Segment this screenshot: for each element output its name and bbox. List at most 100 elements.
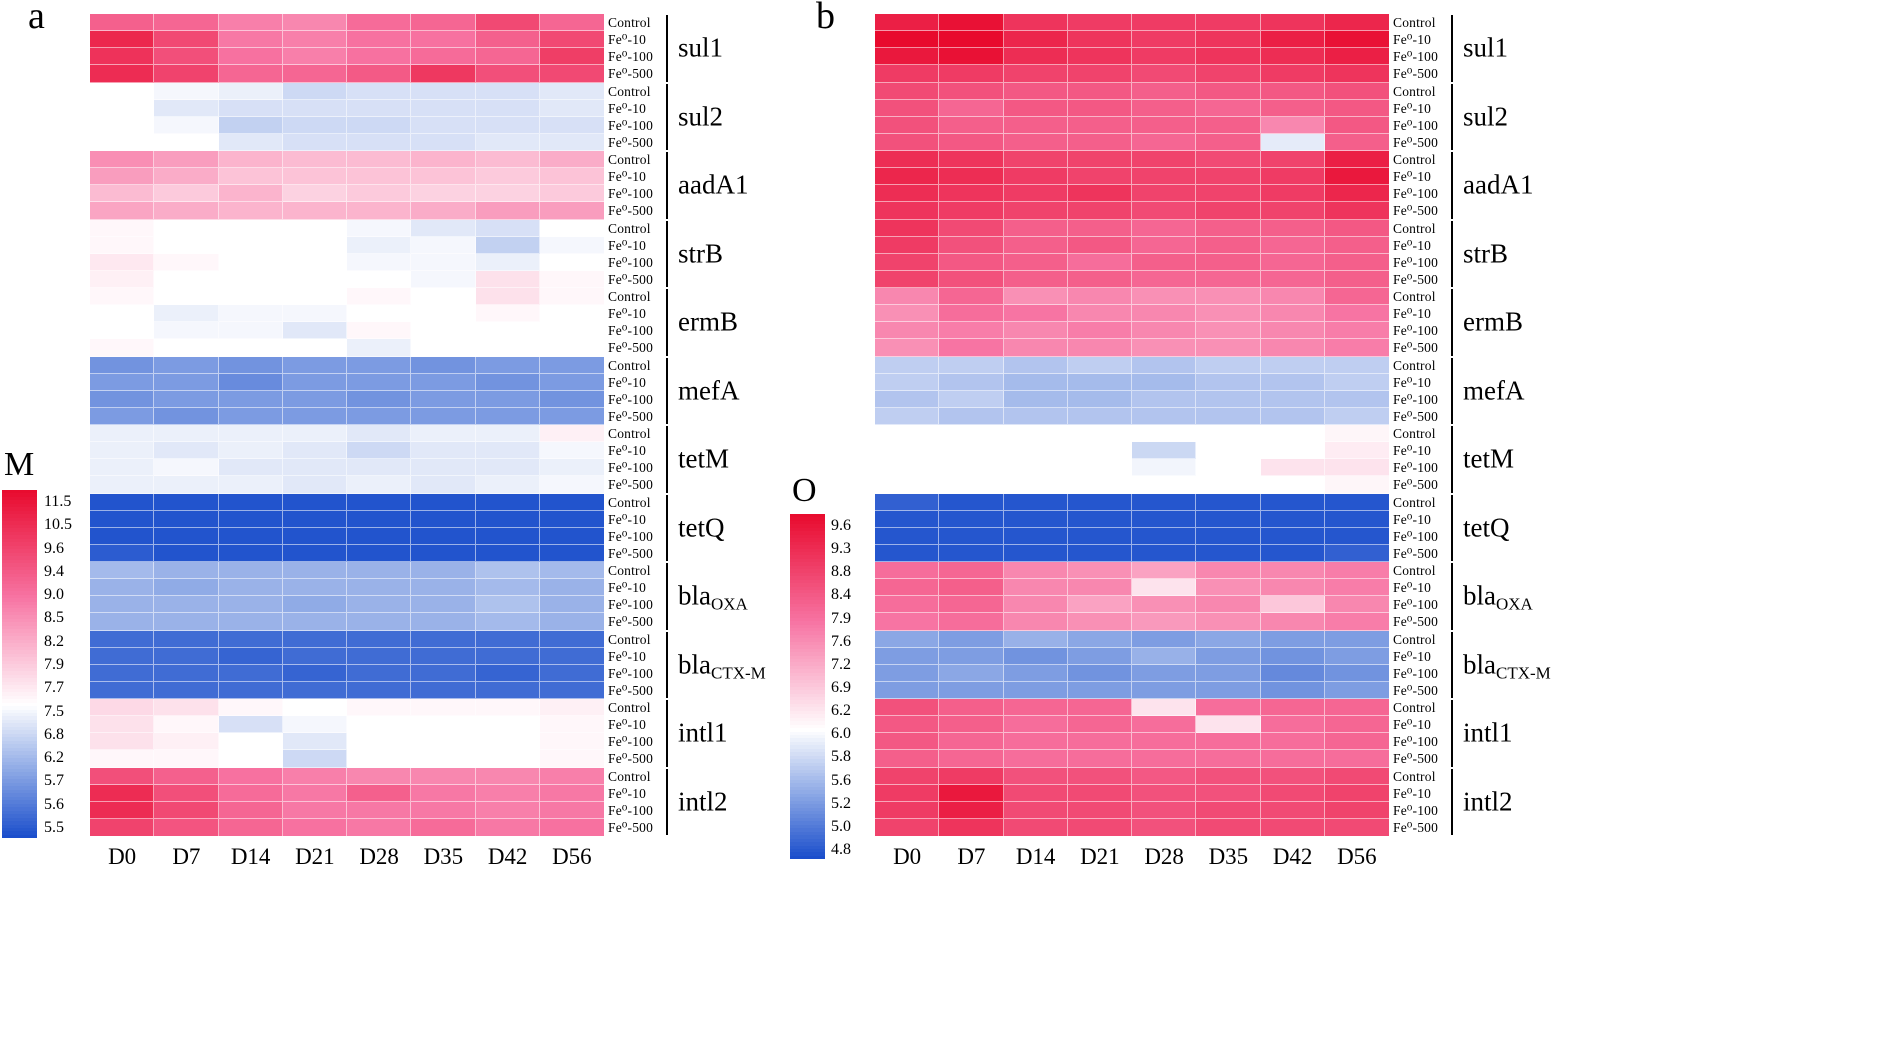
heatmap-cell: [539, 664, 604, 682]
heatmap-cell: [90, 133, 155, 151]
heatmap-cell: [154, 664, 219, 682]
colorbar-slice: [790, 724, 825, 729]
colorbar-tick-label: 5.5: [44, 819, 64, 836]
colorbar-tick-label: 7.9: [44, 656, 64, 673]
heatmap-cell: [875, 407, 940, 425]
gene-group-bracket: [1451, 494, 1453, 561]
heatmap-cell: [1003, 647, 1068, 665]
heatmap-cell: [347, 510, 412, 528]
gene-label: aadA1: [678, 169, 749, 200]
heatmap-cell: [539, 99, 604, 117]
treatment-label: Control: [1393, 563, 1436, 578]
heatmap-cell: [154, 82, 219, 100]
heatmap-cell: [282, 613, 347, 631]
colorbar-slice: [2, 625, 37, 630]
treatment-label: Fe⁰-10: [608, 580, 647, 596]
heatmap-cell: [1260, 579, 1325, 597]
column-label: D7: [172, 844, 201, 869]
heatmap-cell: [154, 305, 219, 323]
heatmap-cell: [90, 801, 155, 819]
heatmap-cell: [1196, 339, 1261, 357]
treatment-label: Fe⁰-100: [1393, 665, 1439, 681]
treatment-label: Control: [608, 83, 651, 99]
colorbar-slice: [790, 707, 825, 711]
treatment-label: Fe⁰-10: [1393, 32, 1432, 48]
treatment-label: Fe⁰-500: [608, 477, 654, 493]
heatmap-cell: [939, 784, 1004, 802]
heatmap-cell: [282, 699, 347, 717]
heatmap-cell: [1324, 168, 1389, 186]
treatment-label: Fe⁰-100: [1393, 802, 1439, 818]
heatmap-cell: [154, 390, 219, 408]
heatmap-cell: [475, 750, 540, 768]
heatmap-cell: [282, 236, 347, 254]
heatmap-cell: [1260, 613, 1325, 631]
heatmap-cell: [154, 630, 219, 648]
heatmap-cell: [1324, 818, 1389, 836]
heatmap-cell: [875, 236, 940, 254]
heatmap-cell: [539, 733, 604, 751]
colorbar-slice: [790, 783, 825, 787]
heatmap-cell: [1067, 236, 1132, 254]
heatmap-cell: [475, 322, 540, 340]
heatmap-cell: [411, 390, 476, 408]
heatmap-cell: [475, 151, 540, 169]
heatmap-cell: [875, 613, 940, 631]
heatmap-cell: [1324, 407, 1389, 425]
heatmap-cell: [875, 116, 940, 134]
heatmap-cell: [1132, 562, 1197, 580]
heatmap-cell: [411, 596, 476, 614]
heatmap-cell: [154, 442, 219, 460]
heatmap-cell: [1196, 390, 1261, 408]
heatmap-cell: [539, 527, 604, 545]
treatment-label: Fe⁰-500: [1393, 340, 1439, 356]
heatmap-cell: [539, 442, 604, 460]
colorbar-slice: [790, 534, 825, 539]
colorbar-slice: [2, 604, 37, 609]
heatmap-cell: [347, 305, 412, 323]
heatmap-cell: [1067, 750, 1132, 768]
heatmap-cell: [154, 322, 219, 340]
colorbar-slice: [2, 528, 37, 532]
heatmap-cell: [90, 767, 155, 785]
heatmap-cell: [1003, 818, 1068, 836]
heatmap-cell: [1003, 681, 1068, 699]
gene-group: strB: [666, 220, 796, 289]
treatment-label: Fe⁰-500: [608, 340, 654, 356]
heatmap-cell: [218, 801, 283, 819]
gene-group: intl1: [666, 699, 796, 768]
heatmap-cell: [1260, 14, 1325, 32]
heatmap-cell: [1260, 493, 1325, 511]
heatmap-cell: [1003, 442, 1068, 460]
heatmap-cell: [411, 322, 476, 340]
heatmap-cell: [1324, 801, 1389, 819]
colorbar-slice: [2, 807, 37, 811]
heatmap-cell: [218, 236, 283, 254]
heatmap-cell: [1067, 493, 1132, 511]
heatmap-cell: [539, 510, 604, 528]
heatmap-cell: [1196, 784, 1261, 802]
heatmap-cell: [1324, 510, 1389, 528]
heatmap-cell: [939, 373, 1004, 391]
column-label: D35: [1208, 844, 1249, 869]
heatmap-cell: [539, 253, 604, 271]
heatmap-cell: [1324, 356, 1389, 374]
heatmap-cell: [1067, 716, 1132, 734]
colorbar-tick-label: 5.6: [44, 795, 64, 813]
heatmap-cell: [90, 82, 155, 100]
heatmap-cell: [475, 219, 540, 237]
heatmap-cell: [475, 784, 540, 802]
heatmap-cell: [1067, 390, 1132, 408]
heatmap-cell: [1067, 339, 1132, 357]
heatmap-cell: [539, 699, 604, 717]
colorbar-slice: [790, 731, 825, 735]
colorbar-slice: [2, 611, 37, 616]
heatmap-cell: [411, 219, 476, 237]
colorbar-slice: [790, 759, 825, 763]
heatmap-cell: [411, 288, 476, 306]
heatmap-cell: [539, 373, 604, 391]
heatmap-cell: [475, 425, 540, 443]
gene-group: blaOXA: [666, 562, 796, 631]
colorbar-slice: [790, 634, 825, 639]
heatmap-cell: [1260, 459, 1325, 477]
